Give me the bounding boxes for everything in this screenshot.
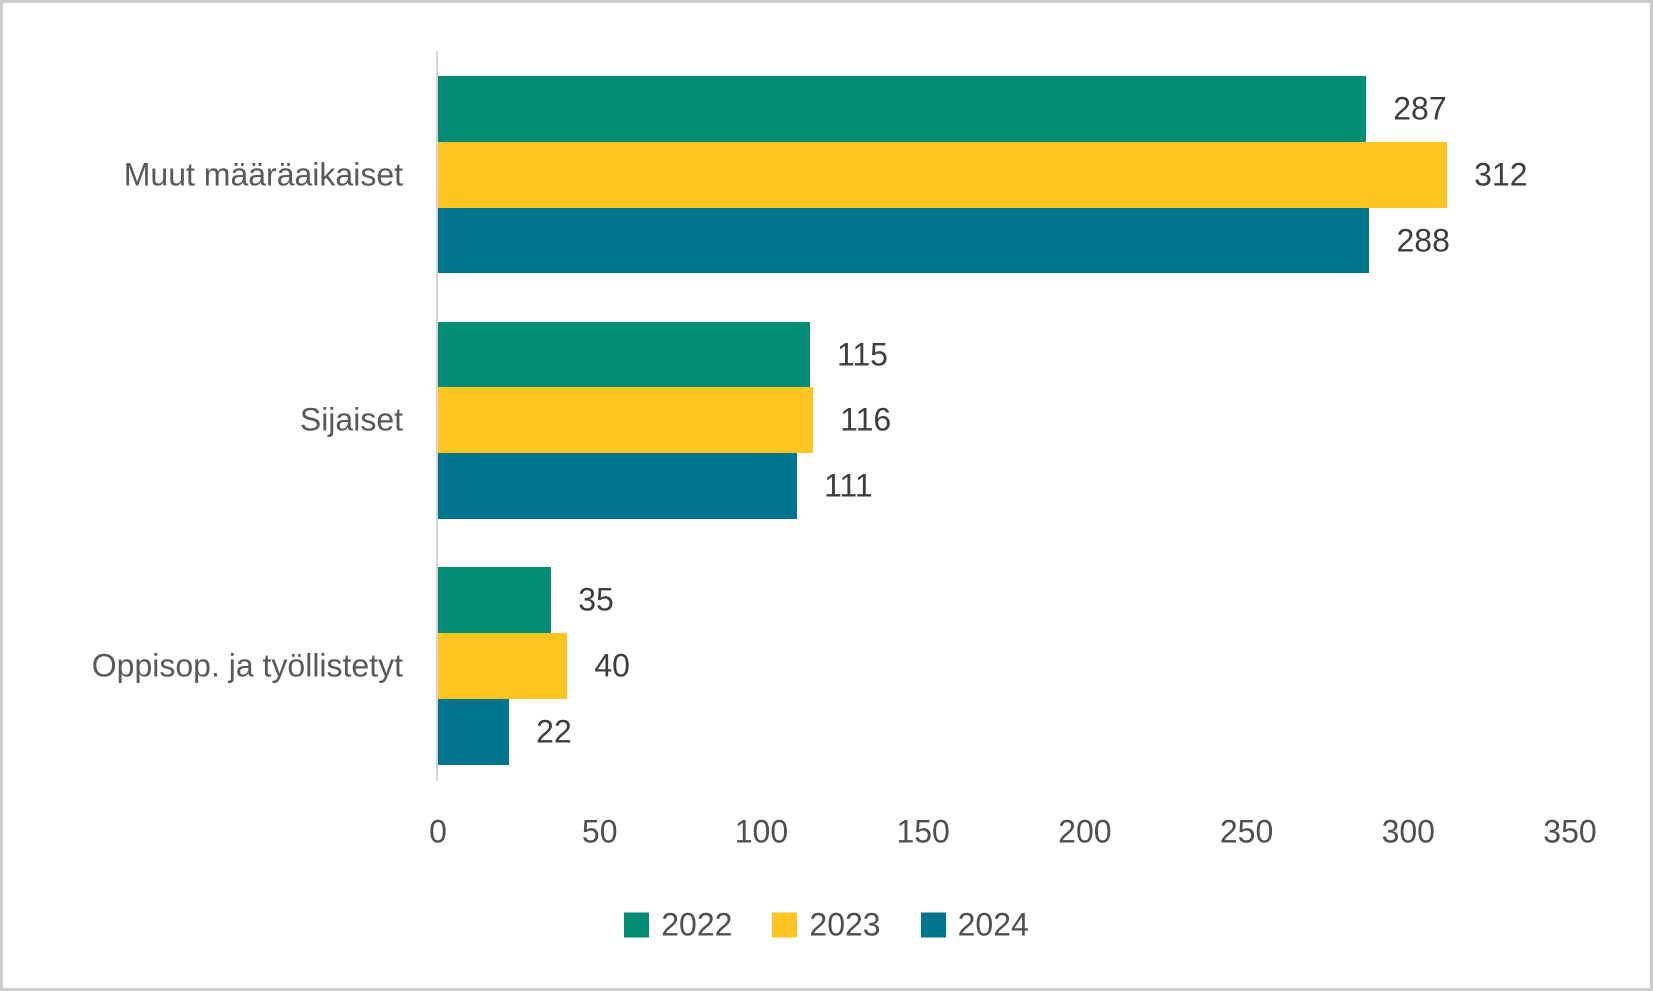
- legend-label-2023: 2023: [809, 906, 881, 943]
- data-label-2022-1: 287: [1393, 90, 1447, 127]
- data-label-2023-1: 312: [1474, 156, 1528, 193]
- legend-label-2024: 2024: [957, 906, 1029, 943]
- x-tick-300: 300: [1381, 813, 1435, 850]
- data-label-2023-3: 40: [594, 647, 630, 684]
- data-label-2024-1: 288: [1396, 222, 1450, 258]
- data-label-2022-3: 35: [578, 581, 614, 618]
- x-tick-250: 250: [1219, 813, 1274, 850]
- bar-2024-1: [438, 207, 1370, 274]
- legend-swatch-2024: [920, 912, 946, 938]
- category-label: Sijaiset: [299, 401, 403, 438]
- data-label-2024-3: 22: [536, 713, 572, 750]
- x-tick-0: 0: [429, 813, 447, 850]
- bar-2023-1: [438, 141, 1448, 208]
- legend-label-2022: 2022: [661, 906, 733, 943]
- x-tick-200: 200: [1058, 813, 1112, 850]
- x-tick-350: 350: [1543, 813, 1597, 850]
- bar-2022-1: [438, 76, 1367, 142]
- bar-2024-2: [438, 453, 797, 519]
- bar-2022-3: [438, 567, 552, 633]
- data-label-2022-2: 115: [836, 336, 888, 372]
- y-axis-line: [436, 51, 438, 781]
- data-label-2023-2: 116: [840, 401, 892, 438]
- bar-2023-2: [438, 387, 814, 454]
- legend-swatch-2023: [772, 912, 798, 938]
- category-label: Muut määräaikaiset: [123, 156, 403, 193]
- legend: 2022 2023 2024: [3, 907, 1650, 944]
- bar-2023-3: [438, 633, 568, 699]
- legend-item-2023: 2023: [772, 906, 881, 944]
- legend-item-2024: 2024: [920, 906, 1029, 944]
- x-tick-100: 100: [734, 813, 789, 850]
- bar-2022-2: [438, 321, 810, 388]
- x-tick-150: 150: [896, 813, 950, 850]
- legend-item-2022: 2022: [624, 907, 732, 944]
- data-label-2024-2: 111: [824, 467, 873, 504]
- legend-swatch-2022: [624, 912, 650, 938]
- category-label: Oppisop. ja työllistetyt: [91, 647, 403, 684]
- x-tick-50: 50: [581, 813, 618, 850]
- bar-2024-3: [438, 698, 510, 765]
